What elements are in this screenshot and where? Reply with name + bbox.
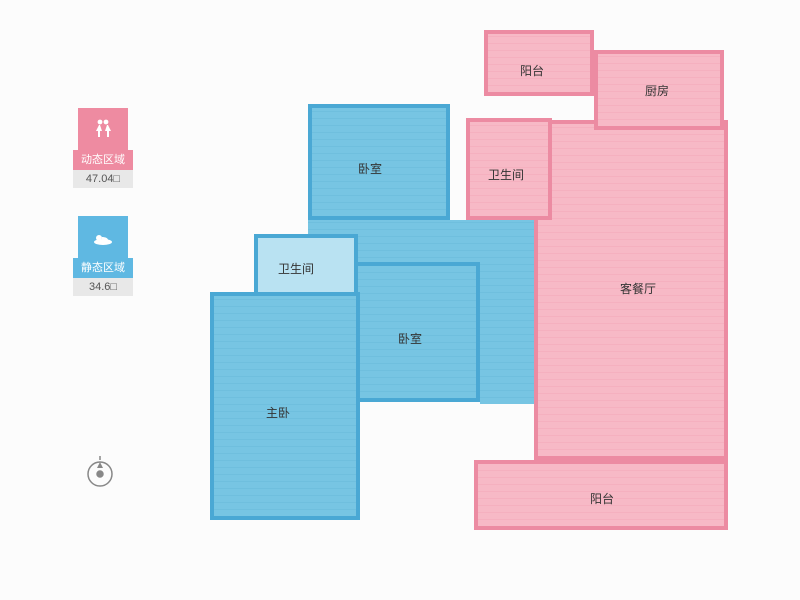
people-icon: [78, 108, 128, 150]
room-label-balcony2: 阳台: [590, 490, 614, 507]
legend-dynamic-label: 动态区域: [73, 150, 133, 170]
room-label-balcony1: 阳台: [520, 62, 544, 79]
legend-static-value: 34.6□: [73, 278, 133, 296]
room-label-bedroom2: 卧室: [398, 330, 422, 347]
legend-static: 静态区域 34.6□: [70, 216, 136, 296]
corridor: [480, 262, 536, 404]
room-label-bath2: 卫生间: [278, 260, 314, 277]
legend-static-label: 静态区域: [73, 258, 133, 278]
room-label-bedroom1: 卧室: [358, 160, 382, 177]
floor-plan: 客餐厅厨房阳台卫生间阳台卧室卧室主卧卫生间: [200, 20, 740, 568]
room-label-living: 客餐厅: [620, 280, 656, 297]
room-label-kitchen: 厨房: [645, 82, 669, 99]
legend: 动态区域 47.04□ 静态区域 34.6□: [70, 108, 136, 324]
room-label-bath1: 卫生间: [488, 166, 524, 183]
legend-dynamic: 动态区域 47.04□: [70, 108, 136, 188]
legend-dynamic-value: 47.04□: [73, 170, 133, 188]
compass-icon: [82, 454, 118, 495]
sleep-icon: [78, 216, 128, 258]
room-label-master: 主卧: [266, 404, 290, 421]
